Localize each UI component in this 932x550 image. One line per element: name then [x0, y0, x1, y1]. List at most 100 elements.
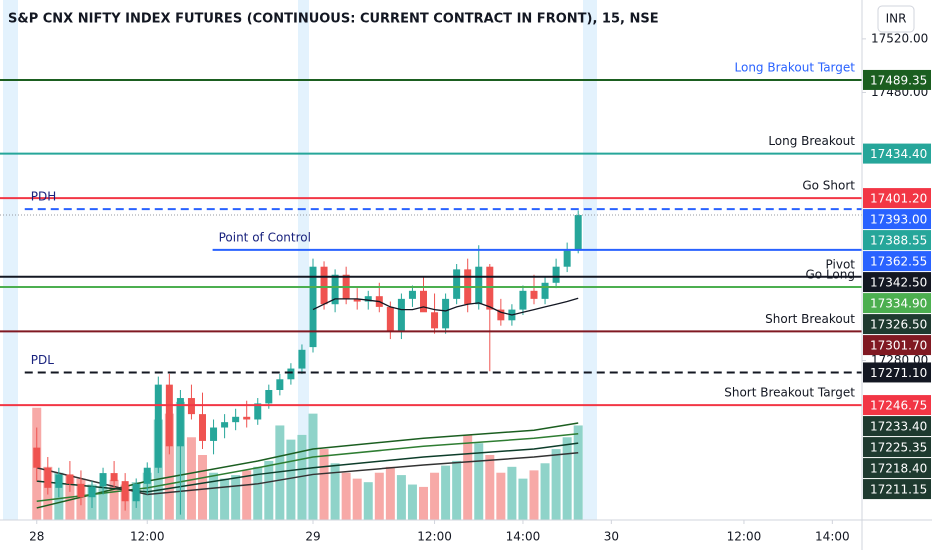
volume-bar — [264, 460, 274, 520]
candle-body — [475, 266, 483, 305]
x-tick-label: 29 — [305, 530, 320, 544]
chart-title: S&P CNX NIFTY INDEX FUTURES (CONTINUOUS:… — [8, 12, 659, 27]
level-label: Pivot — [826, 257, 856, 271]
candle-body — [176, 398, 184, 447]
price-tag — [863, 143, 931, 164]
candle-body — [254, 403, 262, 420]
session-highlight — [583, 0, 597, 520]
volume-bar — [352, 478, 362, 520]
price-tag-label: 17388.55 — [870, 234, 927, 248]
candle-body — [386, 306, 394, 332]
price-tag — [863, 230, 931, 251]
candle-body — [530, 290, 538, 299]
volume-bar — [407, 484, 417, 520]
volume-bar — [319, 449, 329, 520]
candle-body — [397, 298, 405, 332]
price-tag — [863, 335, 931, 356]
candle-body — [497, 309, 505, 321]
price-tag-label: 17362.55 — [870, 255, 927, 269]
currency-box[interactable] — [877, 5, 915, 33]
tag-layer: 17489.35 17434.40 17401.20 17393.00 17388.55… — [863, 69, 931, 500]
x-tick-label: 12:00 — [417, 530, 452, 544]
candle-body — [563, 250, 571, 267]
volume-bar — [419, 486, 428, 520]
candle-body — [453, 269, 461, 299]
candle-body — [121, 481, 129, 502]
volume-bar — [518, 478, 528, 520]
session-highlight — [3, 0, 18, 520]
price-tag — [863, 188, 931, 209]
candle-body — [221, 422, 229, 428]
candle-body — [298, 349, 306, 369]
candle-body — [88, 486, 96, 498]
price-tag-label: 17301.70 — [870, 339, 927, 353]
candle-body — [331, 274, 339, 305]
candle-body — [574, 215, 582, 251]
candle-body — [33, 447, 41, 468]
volume-bar — [142, 472, 152, 520]
price-tag-label: 17218.40 — [870, 462, 927, 476]
volume-bar — [529, 470, 539, 520]
price-tag — [863, 479, 931, 500]
price-tag-label: 17225.35 — [870, 441, 927, 455]
x-tick-label: 28 — [29, 530, 44, 544]
price-tag-label: 17489.35 — [870, 73, 927, 87]
volume-bar — [220, 478, 230, 520]
x-tick-label: 12:00 — [130, 530, 165, 544]
volume-bar — [441, 465, 451, 520]
x-tick-label: 14:00 — [815, 530, 850, 544]
candle-body — [276, 379, 284, 390]
volume-bar — [341, 472, 351, 520]
volume-bar — [186, 437, 196, 520]
volume-bar — [507, 466, 517, 520]
volume-bar — [109, 479, 119, 520]
price-tag — [863, 395, 931, 416]
price-tag — [863, 437, 931, 458]
volume-bar — [253, 466, 263, 520]
currency[interactable]: INR — [886, 12, 907, 26]
volume-bar — [242, 470, 252, 520]
price-tag-label: 17334.90 — [870, 297, 927, 311]
candle-body — [210, 427, 218, 441]
candle-body — [541, 282, 549, 299]
candle-body — [55, 474, 63, 488]
x-tick-label: 12:00 — [727, 530, 762, 544]
candle-body — [420, 290, 427, 313]
volume-bar — [363, 482, 373, 520]
candle-body — [431, 312, 439, 329]
candle-body — [309, 266, 317, 348]
candle-body — [320, 266, 328, 305]
price-tag — [863, 362, 931, 383]
candle-body — [265, 390, 273, 404]
level-label: Go Long — [806, 267, 856, 281]
candle-body — [132, 483, 140, 502]
price-tag — [863, 416, 931, 437]
volume-bar — [231, 475, 241, 520]
candle-body — [408, 290, 416, 299]
volume-bar — [496, 472, 506, 520]
price-tag-label: 17233.40 — [870, 420, 927, 434]
candle-body — [110, 473, 118, 482]
price-tag — [863, 251, 931, 272]
time-axis-bg — [0, 520, 932, 550]
level-label: Long Breakout — [768, 134, 855, 148]
candle-body — [44, 467, 52, 488]
level-label: Long Brakout Target — [735, 60, 856, 74]
volume-bar — [452, 460, 462, 520]
price-tag-label: 17342.50 — [870, 276, 927, 290]
price-tag-label: 17246.75 — [870, 399, 927, 413]
volume-bar — [330, 463, 340, 520]
price-tag-label: 17326.50 — [870, 318, 927, 332]
x-tick-label: 30 — [604, 530, 619, 544]
volume-bar — [164, 413, 174, 520]
volume-bar — [562, 437, 572, 520]
price-tag-label: 17271.10 — [870, 366, 927, 380]
candle-body — [66, 474, 74, 484]
candle-body — [519, 290, 527, 310]
candle-body — [552, 266, 560, 283]
price-tag — [863, 69, 931, 90]
level-label: PDH — [31, 190, 57, 204]
price-tag-label: 17393.00 — [870, 213, 927, 227]
x-tick-label: 14:00 — [506, 530, 541, 544]
